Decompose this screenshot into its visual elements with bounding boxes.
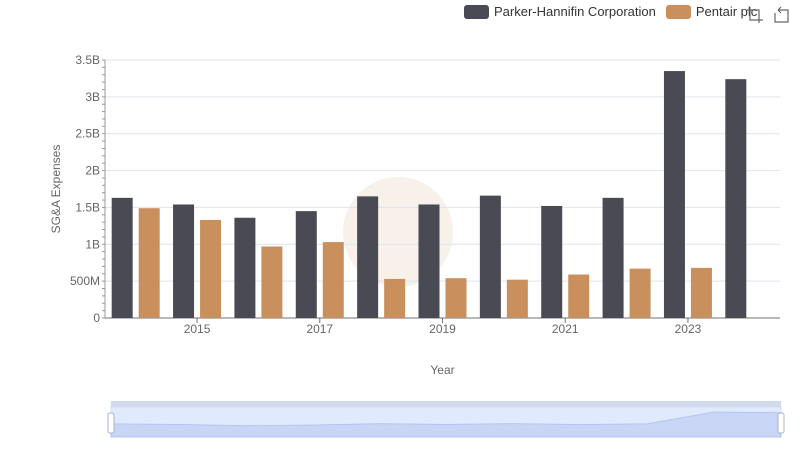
bar-parker-hannifin-2022[interactable]	[602, 197, 624, 318]
legend-label-parker-hannifin: Parker-Hannifin Corporation	[494, 4, 656, 19]
bar-parker-hannifin-2021[interactable]	[541, 205, 563, 318]
bar-pentair-2015[interactable]	[200, 219, 222, 318]
datazoom-handle-left[interactable]	[107, 412, 115, 434]
bar-parker-hannifin-2016[interactable]	[234, 217, 256, 318]
zoom-icon[interactable]	[746, 6, 764, 24]
legend-item-parker-hannifin[interactable]: Parker-Hannifin Corporation	[464, 4, 656, 19]
bar-pentair-2022[interactable]	[629, 268, 651, 318]
bar-pentair-2021[interactable]	[568, 274, 590, 318]
bar-parker-hannifin-2015[interactable]	[173, 204, 195, 318]
bar-parker-hannifin-2018[interactable]	[357, 196, 379, 318]
bar-pentair-2020[interactable]	[506, 279, 528, 318]
bar-pentair-2017[interactable]	[322, 242, 344, 318]
legend-label-pentair: Pentair plc	[695, 4, 758, 19]
y-tick-label: 2B	[85, 164, 100, 178]
bar-parker-hannifin-2014[interactable]	[111, 197, 133, 318]
bar-pentair-2016[interactable]	[261, 246, 283, 318]
bar-pentair-2018[interactable]	[384, 278, 406, 318]
toolbox	[746, 6, 798, 24]
x-tick-label: 2015	[184, 322, 211, 336]
y-tick-label: 3.5B	[75, 53, 100, 67]
bar-pentair-2019[interactable]	[445, 278, 467, 318]
bar-parker-hannifin-2020[interactable]	[479, 195, 501, 318]
x-tick-label: 2019	[429, 322, 456, 336]
datazoom-handle-right[interactable]	[777, 412, 785, 434]
y-tick-label: 1.5B	[75, 200, 100, 214]
restore-icon[interactable]	[772, 6, 790, 24]
bar-parker-hannifin-2017[interactable]	[295, 211, 317, 318]
y-axis-title: SG&A Expenses	[49, 145, 63, 234]
y-tick-label: 500M	[70, 274, 100, 288]
bar-parker-hannifin-2024[interactable]	[725, 79, 747, 318]
y-tick-label: 0	[93, 311, 100, 325]
x-tick-label: 2021	[552, 322, 579, 336]
legend-swatch-parker-hannifin	[464, 4, 489, 19]
bar-pentair-2023[interactable]	[690, 267, 712, 318]
legend-swatch-pentair	[665, 4, 691, 19]
datazoom-top-bar[interactable]	[111, 401, 781, 407]
y-tick-label: 3B	[85, 90, 100, 104]
bar-parker-hannifin-2023[interactable]	[663, 71, 685, 318]
x-tick-label: 2023	[675, 322, 702, 336]
y-tick-label: 2.5B	[75, 127, 100, 141]
bar-parker-hannifin-2019[interactable]	[418, 204, 440, 318]
legend: Parker-Hannifin Corporation Pentair plc	[464, 4, 767, 19]
x-axis-title: Year	[430, 363, 454, 377]
legend-item-pentair[interactable]: Pentair plc	[665, 4, 758, 19]
bar-pentair-2014[interactable]	[138, 208, 160, 318]
y-tick-label: 1B	[85, 237, 100, 251]
x-tick-label: 2017	[306, 322, 333, 336]
